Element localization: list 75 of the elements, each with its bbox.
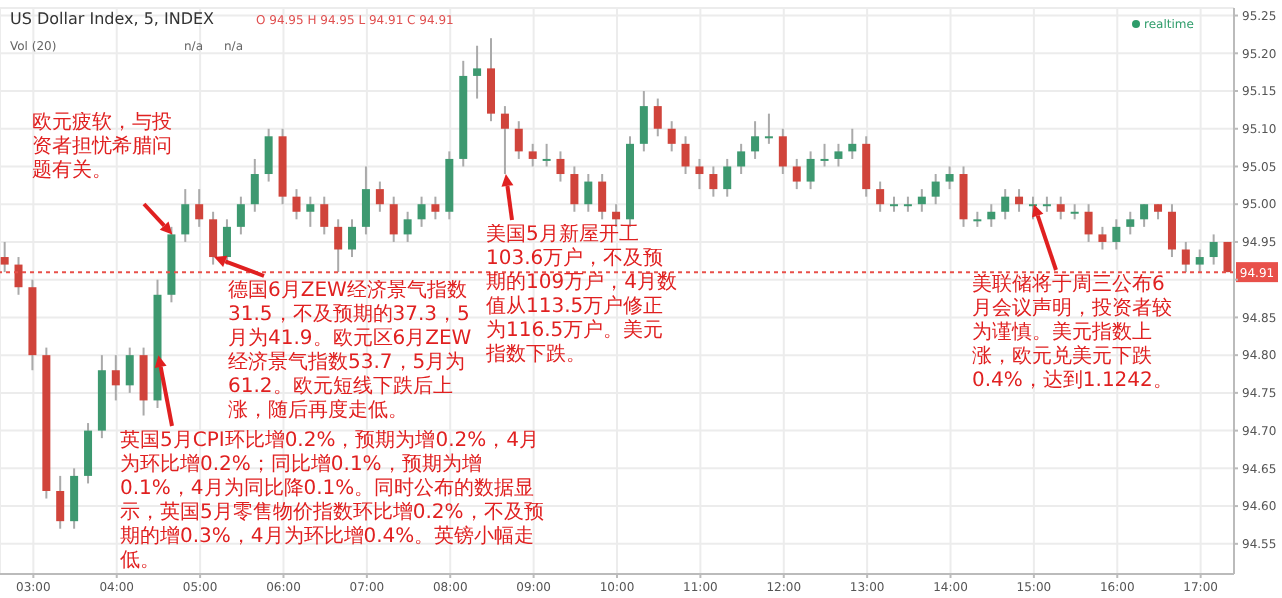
candlestick	[250, 157, 259, 213]
candlestick	[542, 142, 551, 168]
candlestick	[195, 188, 204, 228]
candlestick	[0, 240, 9, 274]
candlestick	[209, 210, 218, 266]
candlestick	[417, 195, 426, 228]
candlestick	[681, 135, 690, 176]
candlestick	[876, 180, 885, 213]
candlestick	[292, 188, 301, 221]
candlestick	[125, 346, 134, 394]
candlestick	[598, 173, 607, 221]
candlestick	[723, 157, 732, 198]
candlestick	[487, 37, 496, 123]
candlestick	[348, 218, 357, 259]
candlestick	[695, 157, 704, 191]
candlestick	[653, 97, 662, 138]
candlestick	[264, 127, 273, 183]
candlestick	[806, 150, 815, 191]
candlestick	[959, 165, 968, 228]
candlestick	[570, 165, 579, 213]
candlestick	[84, 422, 93, 485]
candlestick	[236, 195, 245, 236]
candlestick	[639, 90, 648, 153]
candlestick	[862, 135, 871, 198]
candlestick	[556, 150, 565, 183]
candlestick	[1028, 195, 1037, 221]
candlestick	[931, 173, 940, 206]
candlestick	[1126, 210, 1135, 236]
candlestick	[56, 474, 65, 530]
candlestick	[222, 218, 231, 266]
candlestick	[514, 120, 523, 160]
candlestick	[1084, 203, 1093, 243]
candlestick	[181, 188, 190, 243]
candlestick	[528, 142, 537, 168]
candlestick	[361, 165, 370, 236]
candlestick	[667, 120, 676, 153]
candlestick	[111, 354, 120, 402]
candlestick	[917, 188, 926, 213]
candlestick	[987, 203, 996, 228]
candlestick	[1015, 188, 1024, 213]
candlestick	[14, 256, 23, 296]
candlestick	[306, 195, 315, 228]
candlestick	[1056, 195, 1065, 221]
candlestick	[1195, 248, 1204, 274]
candlestick	[709, 165, 718, 198]
candlestick	[834, 142, 843, 168]
candlestick	[945, 165, 954, 191]
candlestick	[1140, 203, 1149, 228]
candlestick	[1098, 225, 1107, 251]
annotation: 欧元疲软，与投资者担忧希腊问题有关。	[32, 112, 174, 184]
candlestick	[375, 180, 384, 213]
chart-title: US Dollar Index, 5, INDEX	[10, 10, 215, 28]
candlestick	[1209, 233, 1218, 266]
candlestick	[320, 195, 329, 236]
candlestick	[139, 346, 148, 417]
candlestick	[1112, 218, 1121, 251]
candlestick	[778, 127, 787, 176]
candlestick	[820, 142, 829, 168]
candlestick	[584, 173, 593, 213]
candlestick	[848, 127, 857, 160]
candlestick	[431, 195, 440, 221]
candlestick	[70, 467, 79, 530]
annotation: 英国5月CPI环比增0.2%，预期为增0.2%，4月为环比增0.2%；同比增0.1%，预期为增0.1%，4月为同比降0.1%。同时公布的数据显示，英国5月零售物价指数环比增0.2%，不及预期的增0.3%，4月为环比增0.4%。英镑小幅走低。	[120, 430, 544, 574]
candlestick	[1181, 240, 1190, 274]
candlestick	[389, 195, 398, 243]
candlestick	[612, 203, 621, 228]
candlestick	[764, 112, 773, 145]
candlestick	[403, 210, 412, 243]
candlestick	[737, 142, 746, 176]
candlestick	[751, 120, 760, 160]
candlestick	[792, 157, 801, 191]
candlestick	[1167, 203, 1176, 259]
candlestick	[334, 218, 343, 274]
candlestick	[1001, 188, 1010, 221]
candlestick	[473, 44, 482, 100]
